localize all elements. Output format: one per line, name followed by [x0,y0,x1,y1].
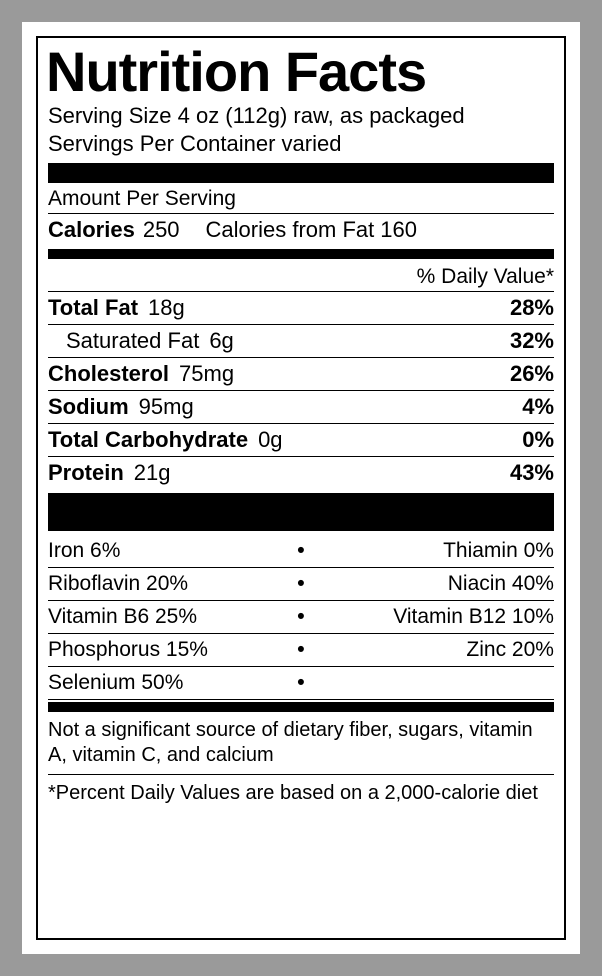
nutrient-name: Cholesterol [48,361,169,387]
servings-per-container: Servings Per Container varied [48,130,554,158]
nutrient-amount: 75mg [179,361,234,387]
vitamin-left: Selenium 50% [48,671,281,695]
vitamin-right: Zinc 20% [321,638,554,662]
vitamin-left: Iron 6% [48,539,281,563]
nutrient-name: Total Fat [48,295,138,321]
vitamin-row: Phosphorus 15% • Zinc 20% [48,634,554,667]
calories-label: Calories [48,217,135,243]
nutrient-row: Cholesterol 75mg 26% [48,358,554,391]
bullet-icon: • [281,671,321,695]
calories-from-fat-label: Calories from Fat [206,217,375,243]
nutrient-amount: 18g [148,295,185,321]
nutrient-pct: 26% [510,361,554,387]
nutrient-row: Sodium 95mg 4% [48,391,554,424]
nutrient-name: Saturated Fat [66,328,199,354]
bullet-icon: • [281,638,321,662]
vitamin-right: Vitamin B12 10% [321,605,554,629]
footnote-not-significant: Not a significant source of dietary fibe… [48,714,554,774]
page-background: Nutrition Facts Serving Size 4 oz (112g)… [0,0,602,976]
vitamin-right: Niacin 40% [321,572,554,596]
bullet-icon: • [281,605,321,629]
nutrient-pct: 43% [510,460,554,486]
nutrient-row: Protein 21g 43% [48,457,554,489]
rule-med [48,702,554,712]
label-title: Nutrition Facts [46,44,554,100]
nutrient-pct: 28% [510,295,554,321]
vitamin-row: Vitamin B6 25% • Vitamin B12 10% [48,601,554,634]
rule-thick [48,163,554,183]
vitamin-left: Riboflavin 20% [48,572,281,596]
nutrient-row: Total Fat 18g 28% [48,292,554,325]
nutrient-row: Total Carbohydrate 0g 0% [48,424,554,457]
daily-value-header: % Daily Value* [48,261,554,292]
calories-from-fat-value: 160 [380,217,417,243]
nutrient-row: Saturated Fat 6g 32% [48,325,554,358]
nutrient-name: Sodium [48,394,129,420]
vitamin-row: Iron 6% • Thiamin 0% [48,535,554,568]
white-frame: Nutrition Facts Serving Size 4 oz (112g)… [22,22,580,954]
nutrient-pct: 0% [522,427,554,453]
footnote-dv-basis: *Percent Daily Values are based on a 2,0… [48,774,554,806]
nutrient-pct: 4% [522,394,554,420]
vitamin-row: Riboflavin 20% • Niacin 40% [48,568,554,601]
bullet-icon: • [281,539,321,563]
serving-size: Serving Size 4 oz (112g) raw, as package… [48,102,554,130]
nutrient-pct: 32% [510,328,554,354]
vitamin-right: Thiamin 0% [321,539,554,563]
amount-per-serving: Amount Per Serving [48,185,554,214]
nutrition-label: Nutrition Facts Serving Size 4 oz (112g)… [36,36,566,940]
nutrient-amount: 21g [134,460,171,486]
vitamin-left: Phosphorus 15% [48,638,281,662]
rule-med [48,249,554,259]
rule-xl [48,493,554,531]
bullet-icon: • [281,572,321,596]
nutrient-amount: 95mg [139,394,194,420]
nutrient-amount: 6g [209,328,233,354]
nutrient-amount: 0g [258,427,282,453]
nutrient-name: Protein [48,460,124,486]
calories-value: 250 [143,217,180,243]
calories-row: Calories 250 Calories from Fat 160 [48,214,554,247]
vitamin-row: Selenium 50% • [48,667,554,700]
vitamin-left: Vitamin B6 25% [48,605,281,629]
nutrient-name: Total Carbohydrate [48,427,248,453]
